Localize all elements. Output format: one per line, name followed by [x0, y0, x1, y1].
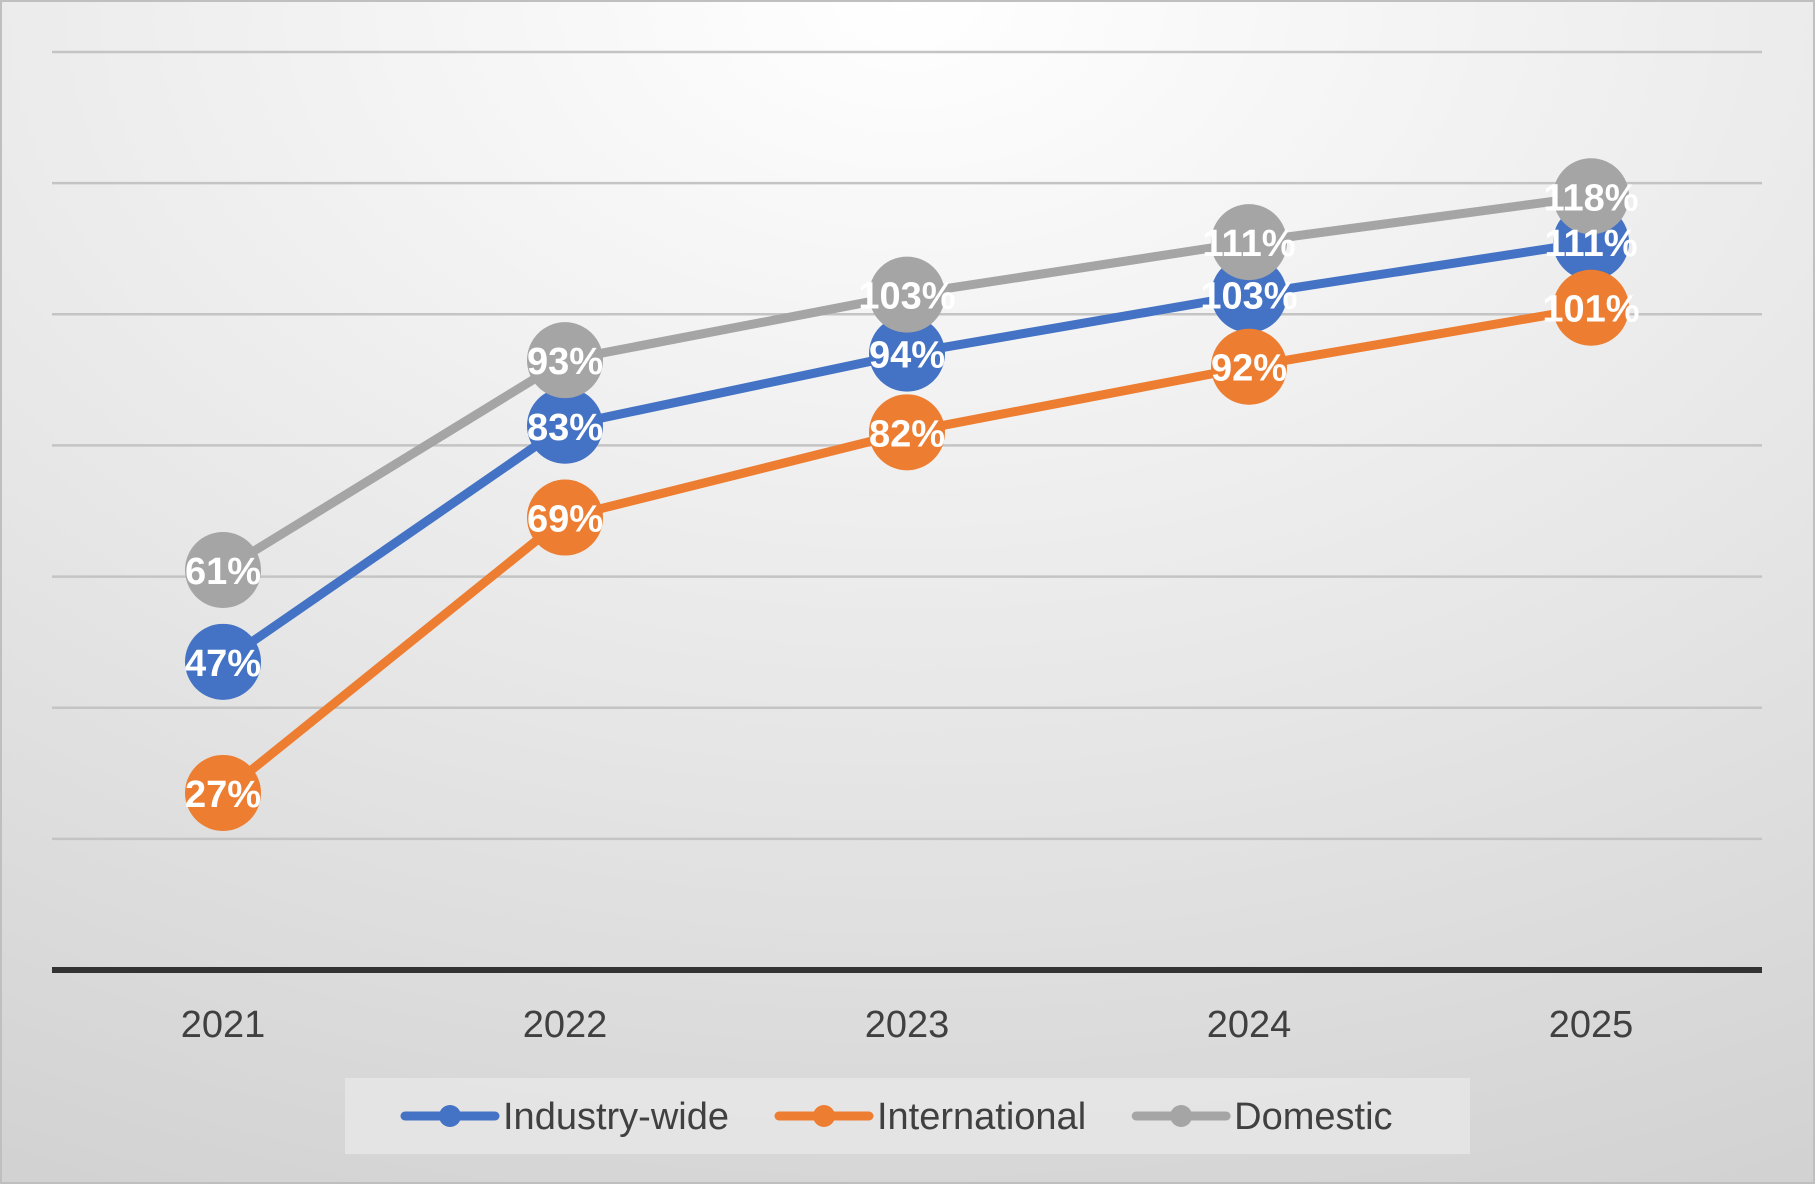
legend-label: International	[877, 1096, 1086, 1138]
data-label: 83%	[527, 407, 603, 449]
x-tick-label: 2021	[181, 1004, 266, 1046]
x-tick-label: 2025	[1549, 1004, 1634, 1046]
data-point	[1553, 269, 1629, 346]
data-label: 103%	[1200, 276, 1297, 318]
data-label: 69%	[527, 499, 603, 541]
x-axis-tick-labels: 2021 2022 2023 2024 2025	[181, 1004, 1634, 1046]
data-label: 103%	[858, 276, 955, 318]
legend-item: Domestic	[1131, 1096, 1393, 1138]
legend-item: International	[774, 1096, 1086, 1138]
x-tick-label: 2024	[1207, 1004, 1292, 1046]
data-label: 111%	[1545, 223, 1638, 265]
series-marker-group: 47% 83% 94% 103% 111% 27% 69% 82% 92% 101% 61% 93% 1…	[185, 158, 1640, 831]
x-tick-label: 2022	[523, 1004, 608, 1046]
data-point	[185, 532, 261, 609]
x-tick-label: 2023	[865, 1004, 950, 1046]
data-point	[1211, 204, 1287, 281]
data-point	[527, 322, 603, 399]
data-point	[869, 315, 945, 392]
data-label: 27%	[185, 774, 261, 816]
data-label: 111%	[1203, 223, 1296, 265]
data-point	[1211, 256, 1287, 333]
legend: Industry-wide International Domestic	[345, 1078, 1470, 1154]
data-point	[1553, 158, 1629, 235]
data-label: 61%	[185, 551, 261, 593]
data-point	[527, 479, 603, 556]
legend-swatch-marker	[439, 1105, 461, 1127]
legend-label: Industry-wide	[503, 1096, 729, 1138]
data-label: 94%	[869, 335, 945, 377]
data-point	[527, 387, 603, 464]
legend-background	[345, 1078, 1470, 1154]
data-point	[185, 623, 261, 700]
data-point	[1211, 328, 1287, 405]
data-label: 82%	[869, 413, 945, 455]
series-lines: 47% 83% 94% 103% 111% 27% 69% 82% 92% 101% 61% 93% 1…	[185, 158, 1640, 831]
data-point	[185, 754, 261, 831]
legend-swatch-marker	[812, 1105, 835, 1127]
legend-item: Industry-wide	[400, 1096, 729, 1138]
legend-label: Domestic	[1234, 1096, 1392, 1138]
data-point	[869, 256, 945, 333]
data-label: 118%	[1543, 177, 1638, 219]
data-label: 101%	[1542, 289, 1639, 331]
data-point	[869, 394, 945, 471]
data-label: 92%	[1211, 348, 1287, 390]
data-label: 47%	[185, 643, 261, 685]
legend-swatch-marker	[1170, 1105, 1193, 1127]
data-label: 93%	[527, 341, 603, 383]
